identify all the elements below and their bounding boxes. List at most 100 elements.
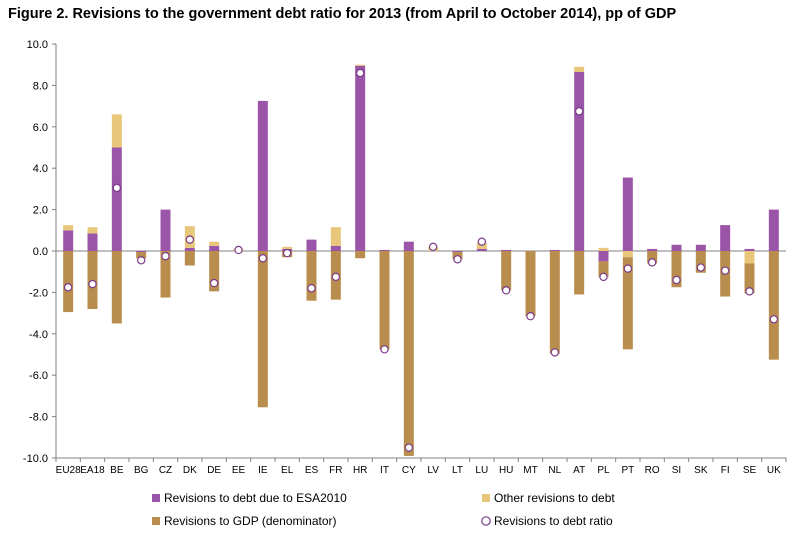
chart-axes	[52, 43, 787, 462]
y-tick-label: 4.0	[33, 163, 48, 175]
x-tick-label: HU	[499, 465, 513, 476]
bar-gdp	[574, 251, 585, 295]
y-tick-label: -10.0	[23, 453, 48, 465]
legend-label: Revisions to debt ratio	[494, 514, 613, 528]
y-tick-label: 2.0	[33, 205, 48, 217]
legend-label: Other revisions to debt	[494, 491, 615, 505]
bar-esa	[476, 248, 487, 251]
bar-esa	[598, 251, 609, 262]
y-tick-labels: 10.0 8.0 6.0 4.0 2.0 0.0 -2.0 -4.0 -6.0 -8.0 -10.0	[23, 39, 48, 465]
bar-esa	[306, 239, 317, 251]
x-tick-label: EU28	[56, 465, 81, 476]
bar-esa	[549, 249, 560, 251]
ratio-marker	[599, 272, 608, 282]
x-tick-label: FI	[721, 465, 730, 476]
x-tick-label: SK	[694, 465, 708, 476]
x-tick-label: IT	[380, 465, 389, 476]
x-tick-label: EL	[281, 465, 294, 476]
bar-other	[598, 247, 609, 251]
bar-other	[622, 251, 633, 258]
bar-other	[111, 114, 122, 148]
x-tick-label: NL	[548, 465, 561, 476]
y-tick-label: -4.0	[29, 329, 48, 341]
ratio-marker	[258, 254, 268, 263]
bar-esa	[501, 249, 512, 251]
bar-esa	[160, 209, 171, 251]
legend-label: Revisions to debt due to ESA2010	[164, 491, 347, 505]
bar-gdp	[63, 251, 74, 313]
bar-gdp	[768, 251, 779, 360]
bar-other	[87, 227, 98, 234]
ratio-marker	[428, 242, 438, 252]
ratio-marker	[720, 266, 730, 275]
ratio-marker	[769, 315, 779, 324]
y-tick-label: 0.0	[33, 246, 48, 258]
x-tick-label: DE	[207, 465, 221, 476]
ratio-marker	[526, 312, 535, 321]
legend-swatch	[152, 517, 160, 525]
x-tick-label: LT	[452, 465, 463, 476]
x-tick-label: BG	[134, 465, 149, 476]
bar-gdp	[647, 251, 658, 264]
ratio-marker	[88, 279, 97, 289]
x-tick-label: MT	[523, 465, 537, 476]
bar-esa	[184, 247, 195, 251]
bar-gdp	[209, 251, 220, 292]
ratio-marker	[112, 183, 122, 193]
x-tick-label: ES	[305, 465, 319, 476]
bar-esa	[63, 230, 74, 251]
ratio-marker	[745, 287, 754, 296]
bar-gdp	[403, 251, 414, 456]
ratio-marker	[307, 284, 316, 293]
x-tick-labels: EU28 EA18 BE BG CZ DK DE EE IE EL ES FR HR IT CY LV LT LU…	[56, 465, 781, 476]
x-tick-label: CZ	[159, 465, 172, 476]
ratio-marker	[355, 68, 365, 78]
x-tick-label: DK	[183, 465, 197, 476]
bar-gdp	[379, 251, 390, 350]
ratio-marker	[550, 348, 560, 357]
bar-gdp	[695, 251, 706, 273]
bar-gdp	[549, 251, 560, 354]
bar-other	[574, 66, 585, 72]
bar-esa	[647, 248, 658, 251]
bar-gdp	[744, 263, 755, 294]
bar-esa	[695, 244, 706, 251]
chart-legend: Revisions to debt due to ESA2010 Other re…	[152, 491, 615, 528]
bar-esa	[452, 251, 463, 253]
ratio-marker	[282, 248, 292, 258]
x-tick-label: FR	[329, 465, 342, 476]
bar-gdp	[111, 251, 122, 324]
bar-esa	[330, 245, 341, 251]
ratio-marker	[501, 286, 511, 295]
y-tick-label: 8.0	[33, 80, 48, 92]
x-tick-label: LU	[475, 465, 488, 476]
bar-gdp	[184, 251, 195, 266]
bar-gdp	[136, 252, 147, 259]
ratio-marker	[136, 256, 146, 265]
bar-esa	[744, 248, 755, 251]
bar-gdp	[525, 251, 536, 317]
x-tick-label: EE	[232, 465, 246, 476]
bar-esa	[403, 241, 414, 251]
ratio-marker	[696, 263, 706, 272]
chart-title: Figure 2. Revisions to the government de…	[8, 6, 677, 22]
ratio-marker	[63, 283, 73, 292]
ratio-marker	[161, 251, 170, 261]
bar-other	[355, 64, 366, 66]
y-tick-label: -6.0	[29, 370, 48, 382]
x-tick-label: LV	[427, 465, 439, 476]
bar-other	[330, 227, 341, 246]
x-tick-label: SE	[743, 465, 757, 476]
bar-esa	[209, 245, 220, 251]
bar-esa	[257, 100, 268, 251]
ratio-marker	[404, 443, 414, 452]
legend-marker-icon	[481, 516, 491, 526]
bar-gdp	[671, 251, 682, 288]
ratio-marker	[234, 245, 243, 255]
bar-esa	[136, 251, 147, 253]
ratio-marker	[185, 235, 195, 244]
bar-gdp	[622, 257, 633, 350]
chart-markers	[63, 68, 779, 452]
x-tick-label: BE	[110, 465, 124, 476]
